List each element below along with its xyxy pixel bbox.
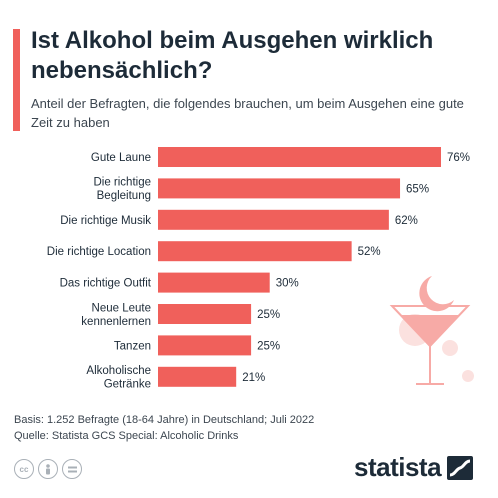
value-label: 21%	[242, 372, 265, 384]
category-label: Die richtige Location	[47, 246, 151, 258]
category-label: Die richtige Musik	[60, 215, 151, 227]
bar-4	[158, 272, 270, 293]
license-icons: cc	[14, 459, 82, 479]
value-label: 52%	[358, 246, 381, 258]
value-label: 76%	[447, 152, 470, 164]
category-label: Neue Leute kennenlernen	[81, 302, 151, 328]
value-label: 25%	[257, 309, 280, 321]
basis-note: Basis: 1.252 Befragte (18-64 Jahre) in D…	[14, 414, 315, 426]
bar-chart: Gute Laune 76% Die richtige Begleitung 65% Di…	[47, 147, 470, 391]
chart-subtitle: Anteil der Befragten, die folgendes brau…	[31, 96, 464, 130]
equals-icon[interactable]	[62, 459, 82, 479]
person-icon[interactable]	[38, 459, 58, 479]
value-label: 30%	[276, 278, 299, 290]
category-label: Die richtige Begleitung	[93, 177, 151, 203]
category-label: Gute Laune	[91, 152, 151, 164]
statista-logo[interactable]: statista	[354, 452, 474, 483]
chart-title: Ist Alkohol beim Ausgehen wirklich neben…	[31, 27, 434, 84]
value-label: 62%	[395, 215, 418, 227]
category-label: Alkoholische Getränke	[86, 365, 151, 391]
statista-wave-icon	[447, 455, 474, 480]
bar-0	[158, 147, 441, 167]
bar-5	[158, 304, 252, 324]
category-label: Das richtige Outfit	[60, 278, 152, 290]
bar-2	[158, 209, 389, 230]
brand-name: statista	[354, 452, 442, 482]
bar-3	[158, 241, 352, 262]
category-label: Tanzen	[114, 340, 151, 352]
bar-6	[158, 335, 252, 356]
value-label: 65%	[406, 183, 429, 195]
value-label: 25%	[257, 340, 280, 352]
cocktail-glass-decoration	[389, 276, 474, 385]
bar-7	[158, 366, 237, 387]
cc-icon[interactable]: cc	[14, 459, 34, 479]
title-accent-bar	[13, 29, 20, 131]
source-note: Quelle: Statista GCS Special: Alcoholic …	[14, 430, 239, 442]
bar-1	[158, 178, 401, 199]
